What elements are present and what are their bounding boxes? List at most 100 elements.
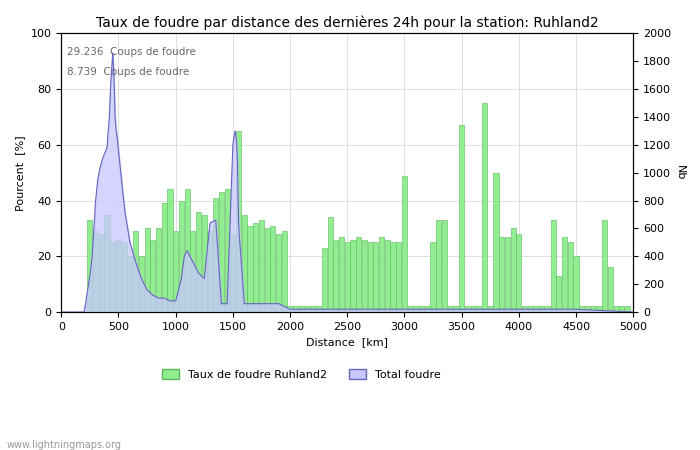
X-axis label: Distance  [km]: Distance [km] [307,338,389,347]
Bar [259,220,264,312]
Bar [144,229,150,312]
Bar [551,220,556,312]
Bar [93,231,98,312]
Bar [494,173,498,312]
Y-axis label: Pourcent  [%]: Pourcent [%] [15,135,25,211]
Bar [288,306,293,312]
Bar [110,243,116,312]
Bar [522,306,527,312]
Bar [528,306,533,312]
Bar [470,306,476,312]
Bar [99,234,104,312]
Bar [596,306,601,312]
Bar [430,243,435,312]
Bar [568,243,573,312]
Bar [505,237,510,312]
Bar [213,198,218,312]
Bar [344,243,350,312]
Bar [396,243,401,312]
Bar [579,306,584,312]
Bar [591,306,596,312]
Bar [379,237,384,312]
Bar [608,267,613,312]
Bar [620,306,624,312]
Bar [402,176,407,312]
Bar [156,229,161,312]
Bar [425,306,430,312]
Bar [602,220,607,312]
Bar [225,189,230,312]
Bar [499,237,504,312]
Bar [488,306,493,312]
Bar [127,256,132,312]
Bar [88,220,92,312]
Bar [304,306,310,312]
Bar [196,212,201,312]
Bar [236,131,241,312]
Bar [573,256,579,312]
Bar [133,231,138,312]
Bar [104,215,110,312]
Bar [442,220,447,312]
Bar [162,203,167,312]
Bar [116,239,121,312]
Bar [299,306,304,312]
Bar [207,231,213,312]
Bar [385,239,390,312]
Bar [356,237,361,312]
Bar [339,237,344,312]
Bar [150,239,155,312]
Bar [613,306,619,312]
Bar [368,243,372,312]
Bar [517,234,522,312]
Bar [265,229,270,312]
Bar [351,239,356,312]
Text: www.lightningmaps.org: www.lightningmaps.org [7,440,122,450]
Bar [230,234,235,312]
Y-axis label: Nb: Nb [675,165,685,180]
Bar [539,306,545,312]
Bar [293,306,298,312]
Bar [533,306,538,312]
Bar [482,103,487,312]
Bar [545,306,550,312]
Bar [202,215,206,312]
Bar [316,306,321,312]
Bar [556,276,561,312]
Bar [362,239,367,312]
Legend: Taux de foudre Ruhland2, Total foudre: Taux de foudre Ruhland2, Total foudre [158,365,445,384]
Bar [322,248,327,312]
Bar [219,192,224,312]
Bar [391,243,395,312]
Text: 29.236  Coups de foudre: 29.236 Coups de foudre [67,47,196,57]
Bar [241,215,247,312]
Bar [585,306,590,312]
Bar [436,220,442,312]
Bar [178,201,184,312]
Text: 8.739  Coups de foudre: 8.739 Coups de foudre [67,67,189,77]
Bar [413,306,419,312]
Bar [459,126,464,312]
Bar [253,223,258,312]
Bar [373,243,379,312]
Bar [328,217,332,312]
Bar [248,225,253,312]
Bar [407,306,413,312]
Bar [454,306,458,312]
Bar [185,189,190,312]
Bar [173,231,178,312]
Title: Taux de foudre par distance des dernières 24h pour la station: Ruhland2: Taux de foudre par distance des dernière… [96,15,598,30]
Bar [167,189,172,312]
Bar [282,231,287,312]
Bar [190,231,195,312]
Bar [310,306,316,312]
Bar [562,237,567,312]
Bar [510,229,516,312]
Bar [122,243,127,312]
Bar [333,239,338,312]
Bar [419,306,424,312]
Bar [465,306,470,312]
Bar [270,225,276,312]
Bar [448,306,453,312]
Bar [625,306,630,312]
